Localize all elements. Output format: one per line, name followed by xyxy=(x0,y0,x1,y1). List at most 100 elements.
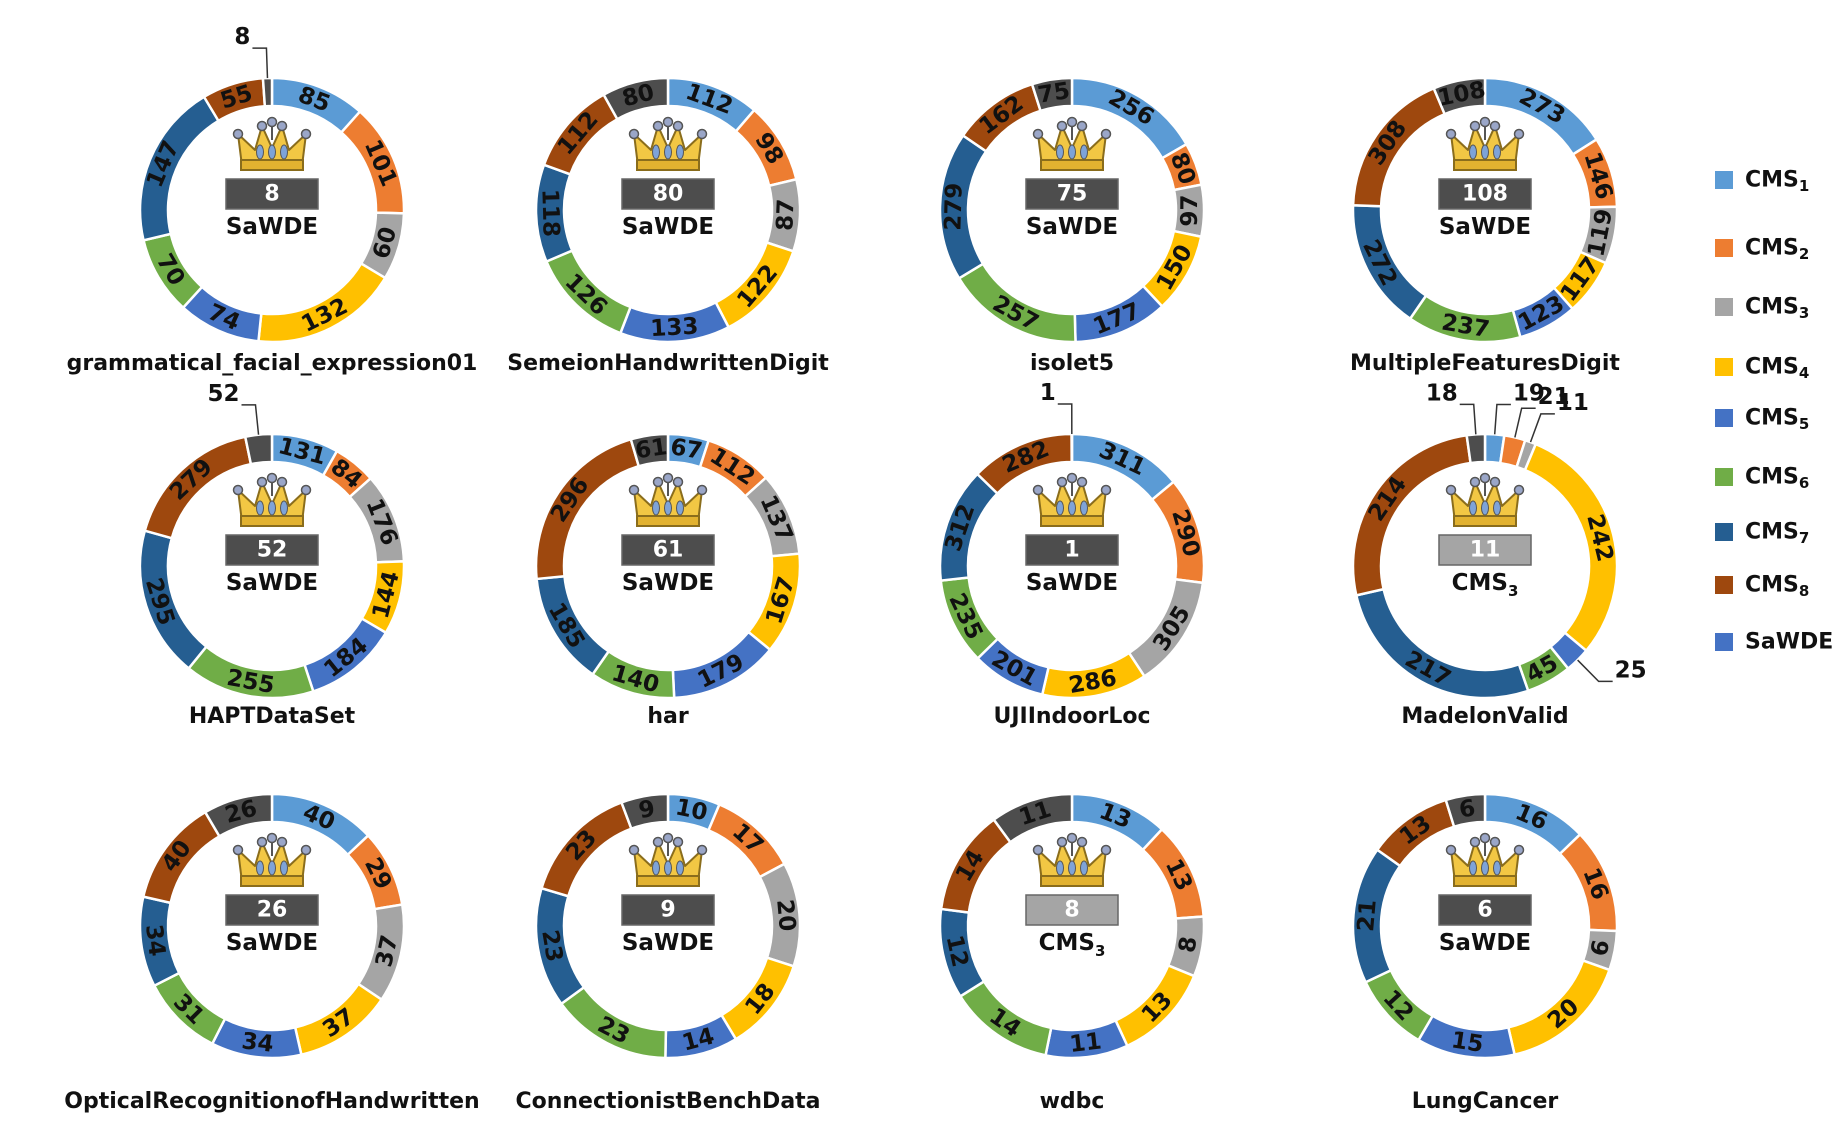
best-value: 6 xyxy=(1477,898,1492,923)
best-method: CMS3 xyxy=(1452,570,1519,600)
crown-icon xyxy=(232,472,312,527)
segment-label: 133 xyxy=(650,314,699,343)
legend-swatch xyxy=(1715,239,1733,257)
legend: CMS1 CMS2 CMS3 CMS4 CMS5 CMS6 CMS7 CMS8 SaWDE xyxy=(1715,168,1833,655)
best-value: 8 xyxy=(1064,898,1079,923)
chart-title: wdbc xyxy=(1040,1089,1105,1114)
segment-label: 279 xyxy=(940,182,967,231)
legend-swatch xyxy=(1715,358,1733,376)
segment-label: 118 xyxy=(536,189,563,238)
chart-title: grammatical_facial_expression01 xyxy=(67,351,478,376)
segment-label: 61 xyxy=(634,434,669,464)
segment-label: 10 xyxy=(673,794,710,826)
donut-UJIIndoorLoc: 31129030528620123531228211SaWDEUJIIndoor… xyxy=(938,380,1206,729)
donut-SemeionHandwrittenDigit: 11298871221331261181128080SaWDESemeionHa… xyxy=(507,76,829,376)
crown-icon xyxy=(1445,116,1525,171)
best-value-box xyxy=(1438,534,1532,566)
chart-title: ConnectionistBenchData xyxy=(515,1089,820,1114)
leader-line xyxy=(1057,403,1073,435)
best-value-box xyxy=(225,894,319,926)
donut-ConnectionistBenchData: 101720181423232399SaWDEConnectionistBenc… xyxy=(515,792,821,1114)
leader-line xyxy=(1459,403,1477,435)
leader-line xyxy=(241,404,260,435)
best-value: 80 xyxy=(653,182,684,207)
best-value: 61 xyxy=(653,538,684,563)
segment-label: 140 xyxy=(609,660,662,698)
legend-swatch xyxy=(1715,576,1733,594)
donut-MultipleFeaturesDigit: 273146119117123237272308108108SaWDEMulti… xyxy=(1350,76,1620,376)
segment-label: 144 xyxy=(368,568,405,621)
best-method: SaWDE xyxy=(622,570,714,596)
best-value: 8 xyxy=(264,182,279,207)
segment-label: 6 xyxy=(1457,795,1477,823)
segment-SaWDE xyxy=(1465,432,1487,465)
segment-label: 21 xyxy=(1538,384,1570,410)
legend-label: CMS7 xyxy=(1745,520,1809,548)
best-method: SaWDE xyxy=(1439,214,1531,240)
leader-line xyxy=(1577,659,1613,683)
best-value: 11 xyxy=(1470,538,1501,563)
best-method: SaWDE xyxy=(226,930,318,956)
crown-icon xyxy=(1032,472,1112,527)
donut-grammatical_facial_expression01: 851016013274701475588SaWDEgrammatical_fa… xyxy=(67,24,478,376)
segment-label: 23 xyxy=(536,928,567,964)
segment-label: 20 xyxy=(771,898,800,932)
legend-swatch xyxy=(1715,633,1733,651)
best-method: SaWDE xyxy=(1026,570,1118,596)
segment-label: 8 xyxy=(234,24,250,50)
segment-SaWDE xyxy=(1432,76,1487,116)
best-value-box xyxy=(1438,894,1532,926)
crown-icon xyxy=(1445,472,1525,527)
best-value-box xyxy=(1025,894,1119,926)
donut-OpticalRecognitionofHandwritten: 40293737343134402626SaWDEOpticalRecognit… xyxy=(64,792,480,1114)
segment-label: 87 xyxy=(772,198,799,231)
segment-SaWDE xyxy=(1030,76,1074,113)
best-value-box xyxy=(621,178,715,210)
leader-line xyxy=(252,47,269,79)
legend-label: CMS8 xyxy=(1745,573,1809,601)
segment-SaWDE xyxy=(619,792,670,831)
best-value: 75 xyxy=(1057,182,1088,207)
legend-swatch xyxy=(1715,298,1733,316)
segment-label: 18 xyxy=(1426,380,1458,406)
leader-line xyxy=(1529,413,1555,443)
best-value-box xyxy=(1025,534,1119,566)
chart-title: MadelonValid xyxy=(1401,704,1568,729)
best-value-box xyxy=(225,534,319,566)
segment-label: 25 xyxy=(1615,657,1647,683)
segment-SaWDE xyxy=(1444,792,1487,829)
segment-label: 11 xyxy=(1557,390,1589,416)
segment-label: 146 xyxy=(1579,149,1618,202)
chart-title: HAPTDataSet xyxy=(189,704,356,729)
chart-title: OpticalRecognitionofHandwritten xyxy=(64,1089,479,1114)
best-value: 26 xyxy=(257,898,288,923)
segment-label: 97 xyxy=(1177,195,1203,227)
best-method: CMS3 xyxy=(1039,930,1106,960)
best-method: SaWDE xyxy=(622,930,714,956)
segment-label: 8 xyxy=(1174,935,1202,955)
legend-label: SaWDE xyxy=(1745,630,1833,655)
segment-label: 21 xyxy=(1353,899,1382,933)
crown-icon xyxy=(232,116,312,171)
crown-icon xyxy=(1445,832,1525,887)
crown-icon xyxy=(628,832,708,887)
segment-SaWDE xyxy=(243,432,274,466)
best-method: SaWDE xyxy=(226,214,318,240)
legend-label: CMS4 xyxy=(1745,355,1809,383)
best-value-box xyxy=(1438,178,1532,210)
legend-label: CMS1 xyxy=(1745,168,1809,196)
legend-label: CMS2 xyxy=(1745,236,1809,264)
chart-title: UJIIndoorLoc xyxy=(993,704,1150,729)
crown-icon xyxy=(628,472,708,527)
crown-icon xyxy=(1032,116,1112,171)
legend-label: CMS3 xyxy=(1745,295,1809,323)
chart-title: MultipleFeaturesDigit xyxy=(1350,351,1620,376)
segment-label: 290 xyxy=(1166,506,1204,559)
best-value-box xyxy=(225,178,319,210)
segment-SaWDE xyxy=(203,792,274,838)
segment-label: 34 xyxy=(240,1028,275,1058)
segment-label: 131 xyxy=(275,433,328,470)
